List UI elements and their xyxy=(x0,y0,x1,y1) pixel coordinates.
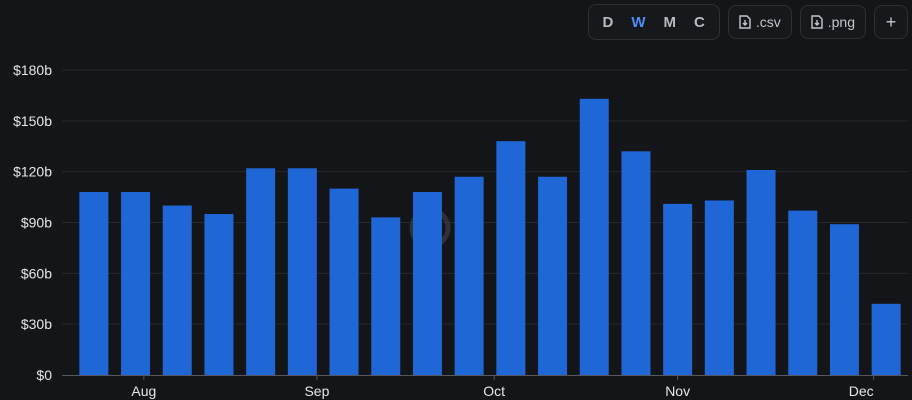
file-download-icon xyxy=(739,15,751,29)
bar[interactable] xyxy=(663,203,693,375)
bar[interactable] xyxy=(579,98,609,376)
csv-label: .csv xyxy=(755,14,781,30)
bar[interactable] xyxy=(329,188,359,375)
x-tick-label: Sep xyxy=(304,383,329,399)
bar[interactable] xyxy=(162,205,192,375)
file-download-icon xyxy=(811,15,823,29)
y-tick-label: $0 xyxy=(36,367,52,383)
bar[interactable] xyxy=(371,217,401,375)
x-axis-labels: Aug Sep Oct Nov Dec xyxy=(131,383,873,399)
bar[interactable] xyxy=(454,176,484,375)
x-tick-label: Oct xyxy=(483,383,505,399)
bar[interactable] xyxy=(538,176,568,375)
x-tick-label: Nov xyxy=(665,383,690,399)
y-axis-labels: $0 $30b $60b $90b $120b $150b $180b xyxy=(13,62,52,383)
y-tick-label: $60b xyxy=(21,265,52,281)
bar[interactable] xyxy=(496,141,526,375)
download-png-button[interactable]: .png xyxy=(799,5,866,39)
x-tick-label: Dec xyxy=(849,383,874,399)
y-tick-label: $30b xyxy=(21,316,52,332)
bars xyxy=(79,98,901,376)
chart-toolbar: D W M C .csv .png + xyxy=(587,4,908,40)
period-day-button[interactable]: D xyxy=(595,7,622,37)
period-selector: D W M C xyxy=(587,4,720,40)
y-tick-label: $150b xyxy=(13,113,52,129)
png-label: .png xyxy=(827,14,855,30)
bar[interactable] xyxy=(871,303,901,375)
bar[interactable] xyxy=(121,192,151,375)
add-button[interactable]: + xyxy=(874,5,908,39)
y-tick-label: $180b xyxy=(13,62,52,78)
bar[interactable] xyxy=(788,210,818,375)
download-csv-button[interactable]: .csv xyxy=(727,5,792,39)
bar[interactable] xyxy=(79,192,109,375)
period-month-button[interactable]: M xyxy=(656,7,685,37)
y-tick-label: $90b xyxy=(21,215,52,231)
x-tick-label: Aug xyxy=(131,383,156,399)
bar[interactable] xyxy=(704,200,734,375)
bar[interactable] xyxy=(287,168,317,375)
bar[interactable] xyxy=(246,168,276,375)
axes xyxy=(62,375,908,380)
bar[interactable] xyxy=(621,151,651,375)
period-cumulative-button[interactable]: C xyxy=(686,7,713,37)
bar[interactable] xyxy=(412,192,442,375)
bar[interactable] xyxy=(829,224,859,375)
bar[interactable] xyxy=(746,169,776,375)
bar[interactable] xyxy=(204,214,234,375)
y-tick-label: $120b xyxy=(13,164,52,180)
period-week-button[interactable]: W xyxy=(623,7,653,37)
